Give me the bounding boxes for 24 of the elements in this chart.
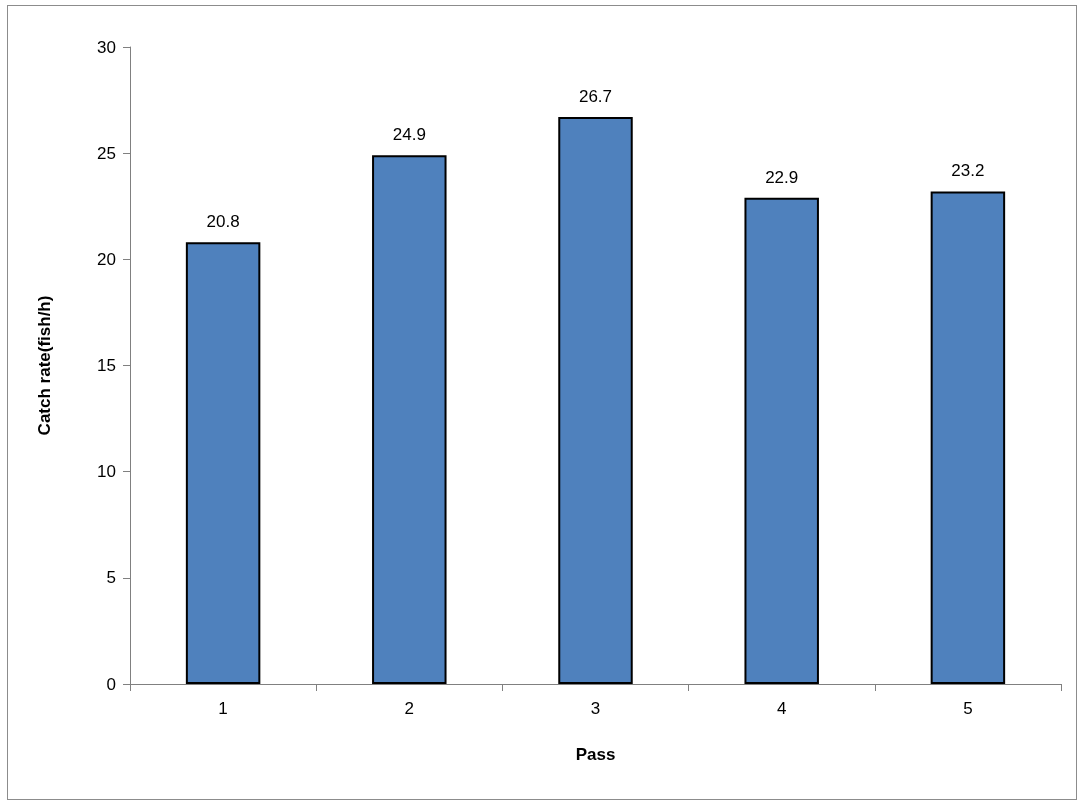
y-tick-label: 15 bbox=[97, 356, 116, 375]
x-tick-label: 4 bbox=[776, 699, 787, 718]
x-tick-label: 3 bbox=[590, 699, 601, 718]
bar bbox=[185, 242, 261, 684]
y-tick-label: 5 bbox=[106, 568, 116, 588]
y-tick-label: 20 bbox=[97, 249, 116, 269]
x-tick-label: 2 bbox=[404, 699, 415, 718]
x-axis-title: Pass bbox=[575, 745, 616, 764]
bar bbox=[558, 117, 633, 684]
data-label: 22.9 bbox=[765, 167, 799, 187]
data-label: 26.7 bbox=[578, 87, 613, 107]
bar bbox=[744, 197, 819, 684]
data-label: 20.8 bbox=[206, 212, 240, 232]
bar bbox=[930, 191, 1006, 684]
y-tick-label: 10 bbox=[97, 462, 116, 482]
y-tick-label: 0 bbox=[106, 674, 116, 694]
y-tick-label: 30 bbox=[97, 37, 116, 57]
x-tick-label: 5 bbox=[963, 699, 973, 718]
data-label: 24.9 bbox=[392, 125, 426, 145]
x-tick-label: 1 bbox=[218, 699, 228, 718]
y-tick-label: 25 bbox=[97, 143, 116, 163]
data-label: 23.2 bbox=[951, 161, 985, 181]
bar bbox=[372, 155, 447, 684]
y-axis-title: Catch rate(fish/h) bbox=[35, 295, 54, 436]
